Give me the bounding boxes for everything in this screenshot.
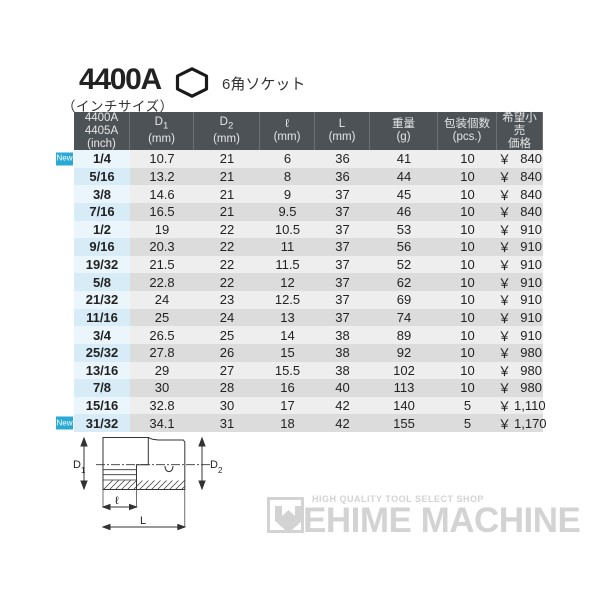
svg-text:L: L <box>140 515 146 527</box>
svg-text:D2: D2 <box>210 459 223 475</box>
svg-text:ℓ: ℓ <box>115 495 119 507</box>
